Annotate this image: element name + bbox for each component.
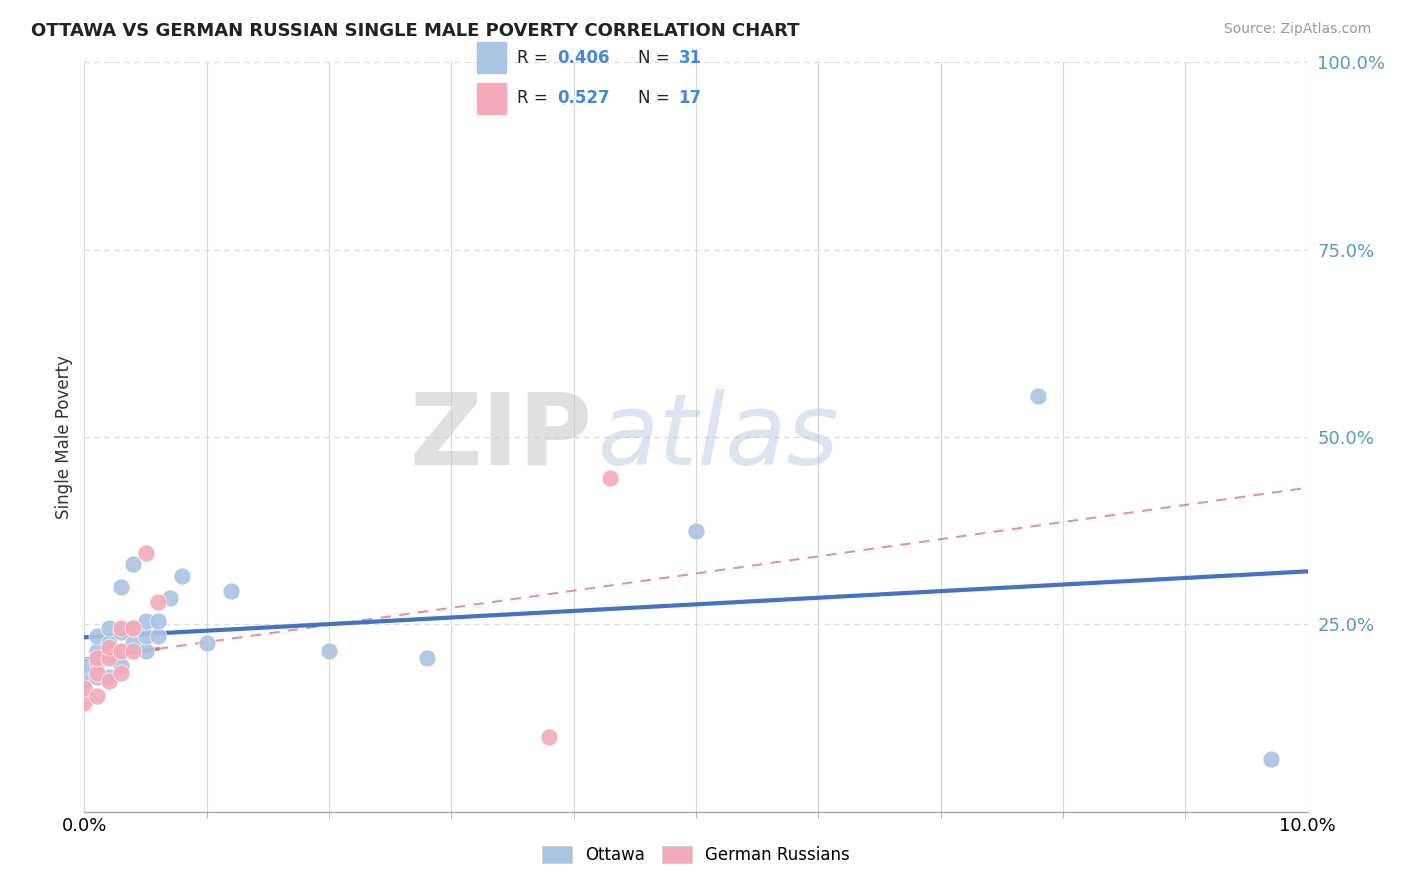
- Point: [135, 629, 157, 643]
- Point: [1028, 389, 1050, 403]
- Point: [685, 524, 707, 538]
- Y-axis label: Single Male Poverty: Single Male Poverty: [55, 355, 73, 519]
- Point: [86, 655, 108, 669]
- Text: R =: R =: [517, 49, 553, 67]
- Point: [110, 643, 132, 657]
- Point: [146, 595, 169, 609]
- Text: ZIP: ZIP: [409, 389, 592, 485]
- Text: N =: N =: [638, 49, 675, 67]
- Text: Source: ZipAtlas.com: Source: ZipAtlas.com: [1223, 22, 1371, 37]
- Point: [97, 673, 120, 688]
- Text: R =: R =: [517, 89, 553, 107]
- Point: [146, 614, 169, 628]
- Text: N =: N =: [638, 89, 675, 107]
- Text: 0.406: 0.406: [558, 49, 610, 67]
- Point: [135, 643, 157, 657]
- Point: [97, 648, 120, 662]
- Point: [318, 643, 340, 657]
- Bar: [477, 43, 506, 73]
- Point: [73, 658, 96, 673]
- Text: 31: 31: [679, 49, 702, 67]
- Text: 0.527: 0.527: [558, 89, 610, 107]
- Point: [110, 621, 132, 635]
- Point: [73, 696, 96, 710]
- Point: [86, 666, 108, 681]
- Point: [219, 583, 242, 598]
- Point: [97, 636, 120, 650]
- Point: [73, 673, 96, 688]
- Point: [135, 546, 157, 560]
- Text: atlas: atlas: [598, 389, 839, 485]
- Point: [110, 580, 132, 594]
- Point: [416, 651, 439, 665]
- Point: [86, 670, 108, 684]
- Point: [122, 643, 145, 657]
- Point: [110, 643, 132, 657]
- Point: [146, 629, 169, 643]
- Point: [599, 471, 621, 485]
- Point: [110, 624, 132, 639]
- Point: [195, 636, 218, 650]
- Point: [97, 651, 120, 665]
- Point: [97, 670, 120, 684]
- Bar: [477, 83, 506, 113]
- Point: [122, 558, 145, 572]
- Point: [86, 651, 108, 665]
- Point: [172, 568, 194, 582]
- Point: [86, 643, 108, 657]
- Point: [122, 636, 145, 650]
- Point: [97, 640, 120, 654]
- Point: [135, 614, 157, 628]
- Point: [86, 629, 108, 643]
- Point: [97, 621, 120, 635]
- Point: [110, 658, 132, 673]
- Point: [73, 681, 96, 695]
- Point: [122, 621, 145, 635]
- Text: 17: 17: [679, 89, 702, 107]
- Point: [159, 591, 181, 606]
- Text: OTTAWA VS GERMAN RUSSIAN SINGLE MALE POVERTY CORRELATION CHART: OTTAWA VS GERMAN RUSSIAN SINGLE MALE POV…: [31, 22, 800, 40]
- Point: [86, 689, 108, 703]
- Point: [538, 730, 561, 744]
- Point: [1260, 752, 1282, 766]
- Point: [110, 666, 132, 681]
- Point: [122, 621, 145, 635]
- Legend: Ottawa, German Russians: Ottawa, German Russians: [536, 839, 856, 871]
